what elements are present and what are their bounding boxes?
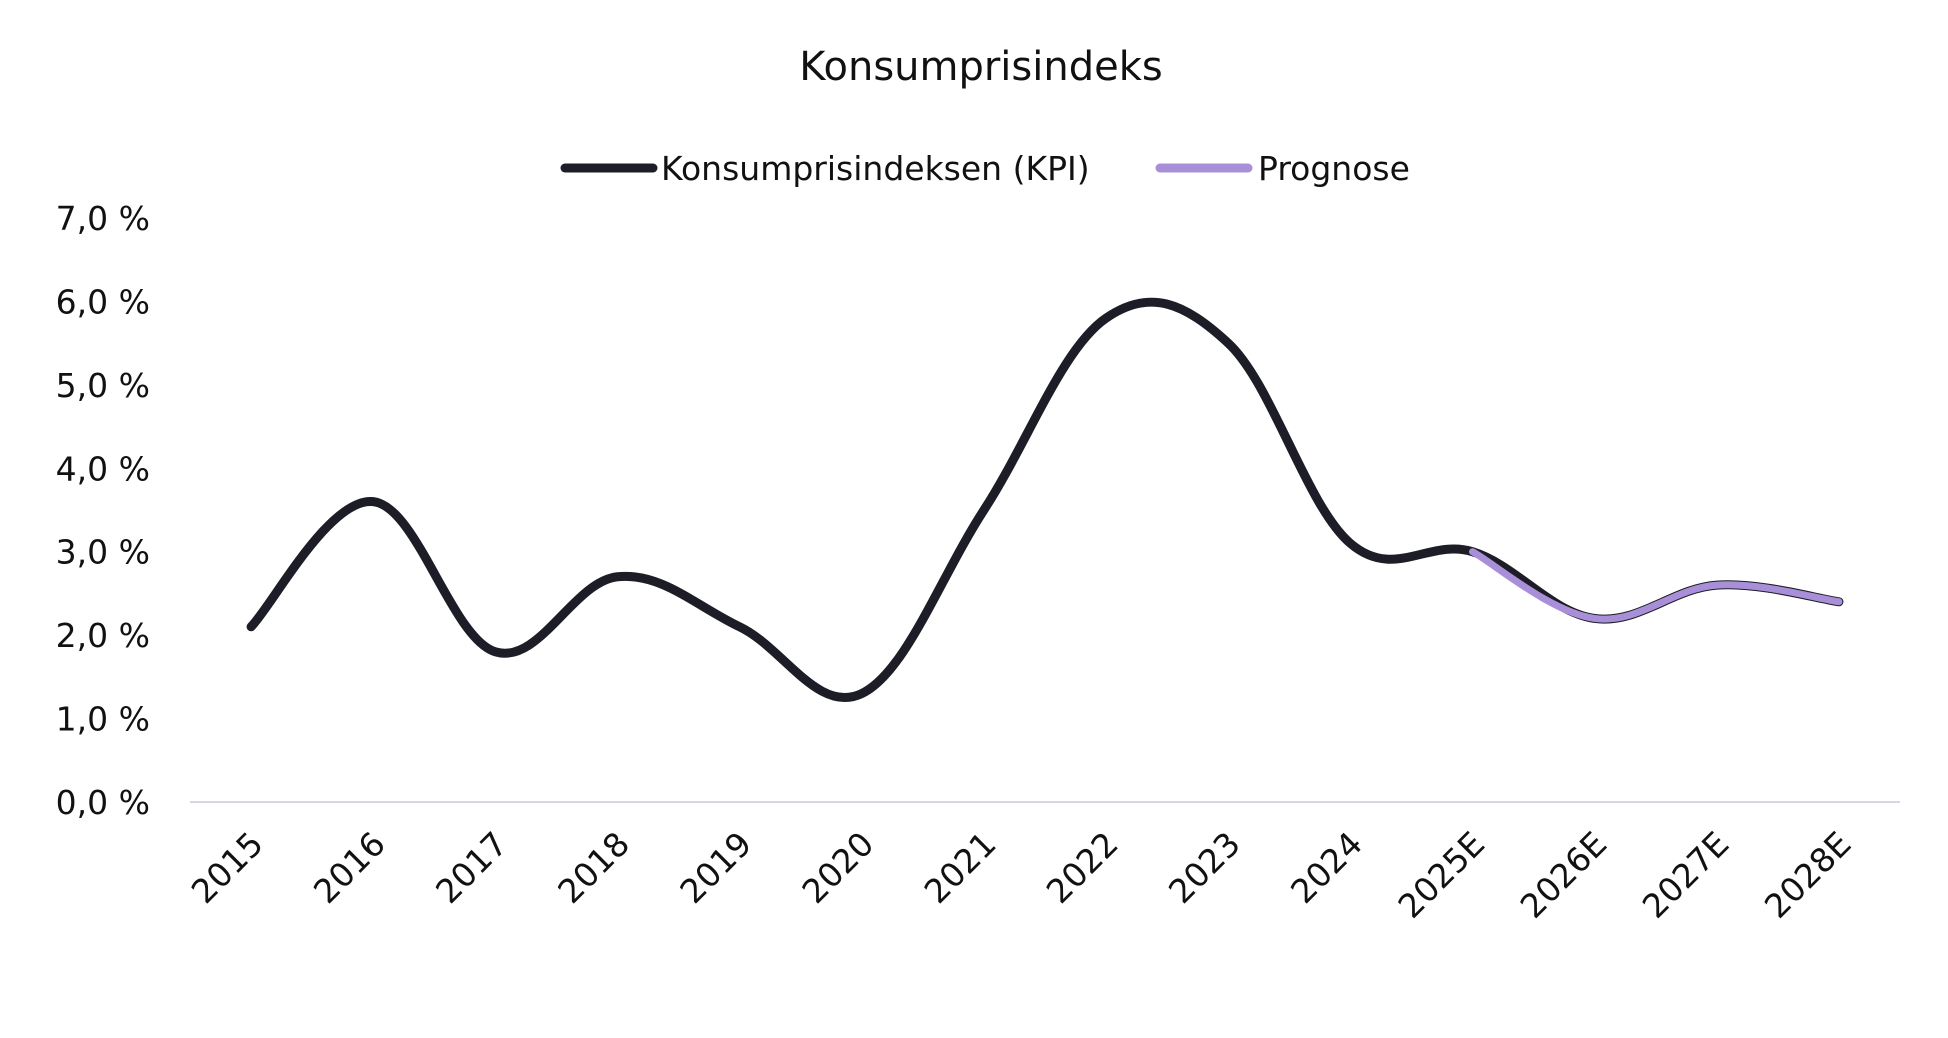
y-axis: 0,0 % 1,0 % 2,0 % 3,0 % 4,0 % 5,0 % 6,0 % 7,0 %: [56, 199, 150, 822]
x-tick-label: 2016: [306, 824, 393, 911]
y-tick-label: 0,0 %: [56, 783, 150, 822]
x-tick-label: 2022: [1039, 824, 1126, 911]
x-tick-label: 2024: [1283, 824, 1370, 911]
x-tick-label: 2027E: [1635, 824, 1737, 926]
series-line-kpi: [246, 297, 1844, 703]
x-axis: 2015 2016 2017 2018 2019 2020 2021 2022 2023 2024…: [184, 824, 1859, 926]
series-line-prognose: [1469, 548, 1843, 623]
y-tick-label: 4,0 %: [56, 449, 150, 488]
chart-title: Konsumprisindeks: [799, 44, 1162, 90]
x-tick-label: 2017: [428, 824, 515, 911]
y-tick-label: 5,0 %: [56, 366, 150, 405]
x-tick-label: 2015: [184, 824, 271, 911]
y-tick-label: 7,0 %: [56, 199, 150, 238]
x-tick-label: 2026E: [1513, 824, 1615, 926]
y-tick-label: 3,0 %: [56, 533, 150, 572]
legend-label-kpi: Konsumprisindeksen (KPI): [661, 149, 1090, 188]
x-tick-label: 2028E: [1757, 824, 1859, 926]
x-tick-label: 2018: [550, 824, 637, 911]
y-tick-label: 6,0 %: [56, 282, 150, 321]
x-tick-label: 2025E: [1390, 824, 1492, 926]
x-tick-label: 2021: [917, 824, 1004, 911]
series-layer: [246, 297, 1844, 703]
legend: Konsumprisindeksen (KPI) Prognose: [560, 149, 1410, 188]
y-tick-label: 2,0 %: [56, 616, 150, 655]
y-tick-label: 1,0 %: [56, 700, 150, 739]
x-tick-label: 2020: [794, 824, 881, 911]
legend-label-prognose: Prognose: [1258, 149, 1410, 188]
x-tick-label: 2023: [1161, 824, 1248, 911]
x-tick-label: 2019: [672, 824, 759, 911]
